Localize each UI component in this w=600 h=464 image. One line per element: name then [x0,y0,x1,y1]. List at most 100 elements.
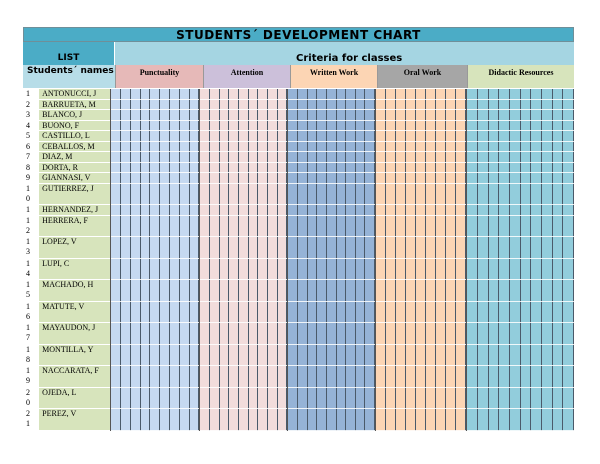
row-divider [288,172,376,173]
row-divider [467,161,574,163]
row-number: 20 [23,388,33,409]
row-divider [200,322,288,323]
grade-column[interactable] [436,89,447,431]
grade-column[interactable] [141,89,151,431]
grade-column[interactable] [200,89,210,431]
row-divider [288,279,376,280]
chart-title: STUDENTS´ DEVELOPMENT CHART [23,27,574,42]
grade-column[interactable] [121,89,131,431]
grade-column[interactable] [160,89,171,431]
list-header: LIST [23,42,115,65]
row-divider [376,130,467,131]
grade-column[interactable] [406,89,417,431]
row-divider [200,182,288,184]
grade-column[interactable] [456,89,467,431]
row-divider [111,279,200,280]
row-number: 8 [23,163,33,173]
grade-column[interactable] [150,89,161,431]
row-number: 15 [23,280,33,302]
row-divider [376,300,467,302]
row-divider [200,109,288,110]
grade-column[interactable] [542,89,553,431]
row-divider [200,98,288,100]
criteria-grid [110,89,200,431]
grade-column[interactable] [229,89,239,431]
grade-column[interactable] [170,89,180,431]
row-divider [111,172,200,173]
row-divider [467,322,574,323]
grade-column[interactable] [467,89,478,431]
grade-column[interactable] [220,89,230,431]
row-divider [111,130,200,131]
row-divider [111,257,200,259]
row-divider [200,119,288,121]
grade-column[interactable] [308,89,318,431]
row-number: 19 [23,366,33,388]
grade-column[interactable] [563,89,574,431]
row-divider [288,204,376,205]
row-number: 10 [23,184,33,205]
row-divider [111,204,200,205]
grade-column[interactable] [111,89,122,431]
grade-column[interactable] [478,89,489,431]
row-divider [111,322,200,323]
grade-column[interactable] [210,89,220,431]
row-divider [200,408,288,409]
grade-column[interactable] [190,89,200,431]
number-column: 123456789101112131415161718192021 [23,89,39,431]
row-divider [376,182,467,184]
criteria-didactic-resources: Didactic Resources [467,65,574,88]
row-divider [288,98,376,100]
grade-column[interactable] [553,89,564,431]
grade-column[interactable] [239,89,249,431]
row-divider [200,343,288,345]
grade-column[interactable] [365,89,376,431]
grade-column[interactable] [521,89,532,431]
grade-column[interactable] [337,89,347,431]
row-divider [111,300,200,302]
grade-column[interactable] [288,89,298,431]
criteria-grid [375,89,467,431]
grade-column[interactable] [499,89,510,431]
grade-column[interactable] [489,89,500,431]
row-divider [288,151,376,152]
grade-column[interactable] [317,89,327,431]
student-name: MAYAUDON, J [39,323,111,345]
grade-column[interactable] [298,89,308,431]
grade-column[interactable] [356,89,366,431]
grade-column[interactable] [278,89,288,431]
row-divider [111,140,200,142]
row-number: 6 [23,142,33,152]
grade-column[interactable] [396,89,407,431]
grade-column[interactable] [131,89,141,431]
development-chart: STUDENTS´ DEVELOPMENT CHART LIST Criteri… [23,27,574,431]
row-divider [200,300,288,302]
grade-column[interactable] [426,89,437,431]
grade-column[interactable] [249,89,259,431]
row-divider [288,109,376,110]
grade-column[interactable] [346,89,356,431]
grade-column[interactable] [531,89,542,431]
grade-column[interactable] [510,89,521,431]
grade-column[interactable] [376,89,387,431]
row-divider [376,151,467,152]
row-divider [467,300,574,302]
student-name: GIANNASI, V [39,173,111,184]
row-number: 18 [23,345,33,366]
student-name: CEBALLOS, M [39,142,111,152]
grade-column[interactable] [446,89,457,431]
grade-column[interactable] [180,89,190,431]
grade-column[interactable] [258,89,268,431]
row-divider [467,214,574,216]
grade-column[interactable] [386,89,397,431]
grade-column[interactable] [268,89,278,431]
row-number: 11 [23,205,33,216]
grade-column[interactable] [416,89,427,431]
student-name: PEREZ, V [39,409,111,431]
row-number: 7 [23,152,33,163]
grade-column[interactable] [327,89,337,431]
row-divider [200,429,288,431]
row-divider [200,365,288,366]
row-number: 21 [23,409,33,431]
student-name: GUTIERREZ, J [39,184,111,205]
